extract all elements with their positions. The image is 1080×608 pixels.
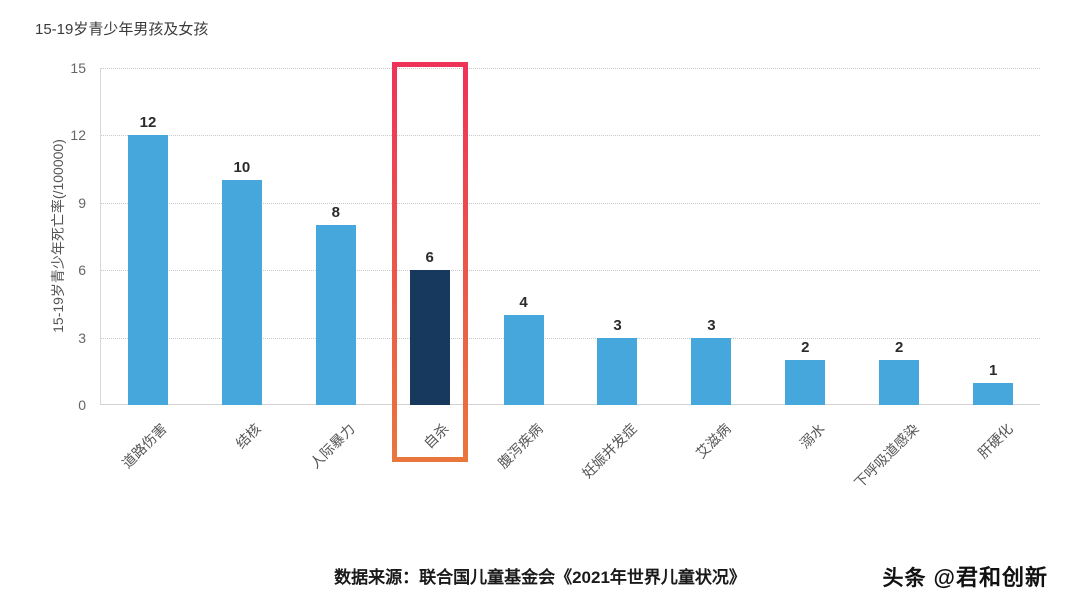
category-label: 人际暴力	[306, 420, 358, 472]
category-label: 道路伤害	[118, 420, 170, 472]
category-label: 下呼吸道感染	[851, 420, 922, 492]
bar-column: 3	[571, 68, 665, 405]
bars-container: 12 10 8 6 4 3	[101, 68, 1040, 405]
category-label: 腹泻疾病	[494, 420, 546, 472]
bar-highlighted	[409, 270, 450, 405]
bar-value-label: 10	[233, 159, 251, 177]
bar	[221, 180, 262, 405]
chart-title: 15-19岁青少年男孩及女孩	[35, 21, 209, 38]
category-cell: 腹泻疾病	[476, 405, 570, 505]
category-cell: 下呼吸道感染	[851, 405, 946, 505]
bar-value-label: 8	[331, 204, 340, 222]
bar-column: 8	[289, 68, 383, 405]
bar-column: 6	[383, 68, 477, 405]
bar	[973, 382, 1014, 405]
bar-value-label: 3	[707, 316, 716, 334]
y-tick-label: 0	[78, 397, 86, 413]
y-tick-label: 9	[78, 195, 86, 211]
category-label: 溺水	[796, 420, 828, 452]
bar	[691, 337, 732, 405]
category-label: 结核	[232, 420, 264, 452]
y-tick-label: 15	[70, 60, 86, 76]
bar-column: 12	[101, 68, 195, 405]
y-tick-label: 12	[70, 127, 86, 143]
bar	[127, 135, 168, 405]
bar-value-label: 1	[988, 361, 998, 379]
bar-value-label: 6	[425, 249, 434, 267]
y-tick-label: 6	[78, 262, 86, 278]
bar-value-label: 4	[519, 294, 528, 312]
gridline	[101, 338, 1040, 339]
category-axis: 道路伤害 结核 人际暴力 自杀 腹泻疾病 妊娠并发症 艾滋病 溺水 下呼吸道感染…	[100, 405, 1040, 505]
bar-value-label: 12	[139, 114, 157, 132]
bar-value-label: 3	[613, 316, 622, 334]
category-cell: 溺水	[758, 405, 852, 505]
category-cell: 妊娠并发症	[570, 405, 664, 505]
bar-column: 4	[477, 68, 571, 405]
gridline	[101, 203, 1040, 204]
x-axis-line	[101, 404, 1040, 405]
plot-area: 12 10 8 6 4 3	[100, 68, 1040, 405]
gridline	[101, 68, 1040, 69]
category-label: 妊娠并发症	[578, 420, 640, 482]
category-label: 艾滋病	[692, 420, 734, 462]
watermark-handle: @君和创新	[933, 565, 1048, 590]
bar-column: 2	[852, 68, 946, 405]
category-cell: 结核	[194, 405, 288, 505]
category-cell: 肝硬化	[946, 405, 1040, 505]
watermark-brand: 头条	[882, 567, 927, 590]
category-label: 肝硬化	[974, 420, 1016, 462]
gridline	[101, 135, 1040, 136]
bar	[879, 360, 920, 405]
bar-column: 10	[195, 68, 289, 405]
bar-value-label: 2	[801, 339, 810, 357]
bar-column: 3	[664, 68, 758, 405]
bar	[597, 337, 638, 405]
bar	[315, 225, 356, 405]
bar-column: 2	[758, 68, 852, 405]
category-cell: 道路伤害	[100, 405, 194, 505]
data-source-caption: 数据来源：联合国儿童基金会《2021年世界儿童状况》	[334, 568, 746, 587]
bar-column: 1	[946, 68, 1040, 405]
bar	[503, 315, 544, 405]
category-cell: 人际暴力	[288, 405, 382, 505]
category-label: 自杀	[420, 420, 452, 452]
y-tick-label: 3	[78, 330, 86, 346]
bar-value-label: 2	[895, 339, 904, 357]
watermark: 头条 @君和创新	[883, 560, 1048, 592]
category-cell: 艾滋病	[664, 405, 758, 505]
y-axis-ticks: 15 12 9 6 3 0	[56, 60, 92, 413]
category-cell: 自杀	[382, 405, 476, 505]
bar	[785, 360, 826, 405]
gridline	[101, 270, 1040, 271]
